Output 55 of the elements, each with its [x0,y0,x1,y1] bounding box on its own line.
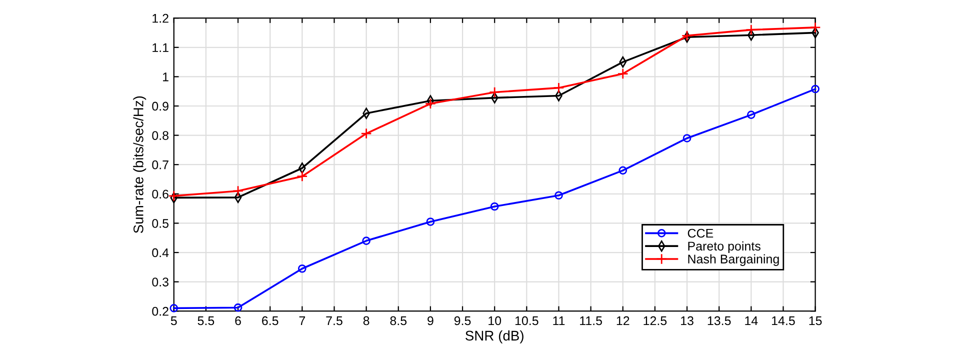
point [362,236,370,245]
point [682,134,692,142]
x-tick-label: 10.5 [515,316,538,326]
x-tick-label: 7.5 [326,316,342,326]
x-axis-title: SNR (dB) [466,330,524,344]
point [426,218,435,226]
point [232,185,244,197]
y-tick-label: 1.1 [152,43,168,52]
y-tick-label: 1 [163,72,168,82]
x-tick-label: 11 [553,316,565,326]
point [424,98,436,110]
x-tick-label: 5.5 [198,316,214,326]
legend-label: Pareto points [688,241,760,254]
y-tick-label: 0.3 [152,278,168,286]
point [489,86,500,98]
x-tick-label: 14 [745,316,758,326]
point [553,82,564,94]
point [811,84,820,94]
point [298,264,306,273]
y-tick-label: 0.6 [152,190,168,199]
x-tick-label: 13 [681,316,694,326]
x-tick-label: 12.5 [644,316,667,326]
x-tick-label: 5 [170,316,177,326]
point [746,110,756,119]
x-tick-label: 6.5 [262,316,278,326]
x-tick-label: 7 [299,316,306,326]
x-tick-label: 13.5 [708,316,731,326]
y-axis-title: Sum-rate (bits/sec/Hz) [133,96,146,234]
y-tick-label: 0.5 [152,219,168,228]
y-tick-label: 0.4 [152,248,169,258]
x-tick-label: 8.5 [390,316,407,326]
x-tick-label: 15 [809,316,822,326]
legend-label: CCE [688,228,714,238]
x-tick-label: 12 [616,316,630,326]
point [296,170,308,182]
legend-label: Nash Bargaining [688,254,779,266]
x-tick-label: 9.5 [454,316,471,326]
x-tick-label: 14.5 [772,316,795,326]
x-tick-label: 8 [363,316,370,326]
x-tick-label: 10 [488,316,502,326]
y-tick-label: 0.8 [152,131,168,140]
x-tick-label: 9 [428,316,434,326]
y-tick-label: 0.7 [152,160,168,170]
point [810,22,821,34]
point [554,191,563,200]
x-tick-label: 6 [235,316,241,326]
y-tick-label: 0.2 [152,306,168,316]
y-tick-label: 1.2 [152,14,168,23]
point [490,202,499,211]
x-tick-label: 11.5 [580,316,602,326]
point [234,303,242,312]
point [617,68,628,80]
point [618,166,628,175]
y-tick-label: 0.9 [152,102,168,111]
point [360,128,372,140]
